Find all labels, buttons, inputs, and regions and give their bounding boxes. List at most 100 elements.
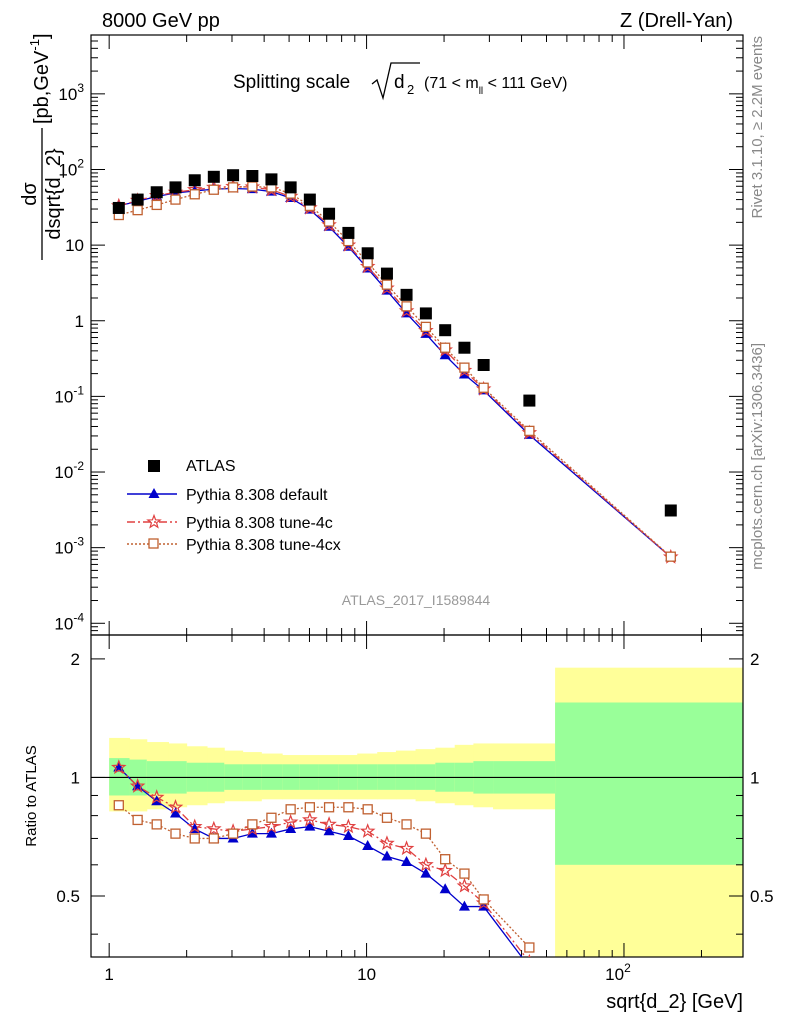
atlas-data-point	[265, 173, 278, 186]
main-series-point	[381, 279, 393, 290]
main-series-point	[439, 349, 451, 360]
ratio-series-point	[439, 883, 451, 894]
legend-tune4c-marker	[146, 513, 162, 529]
rivet-label: Rivet 3.1.10, ≥ 2.2M events	[749, 36, 766, 219]
y-tick-label-base: 10	[54, 614, 73, 633]
mcplots-label: mcplots.cern.ch [arXiv:1306.3436]	[749, 343, 766, 570]
ratio-series-point	[227, 828, 239, 839]
ratio-series-point	[169, 807, 181, 818]
y-tick-label-main: 10-4	[54, 610, 84, 633]
x-tick-label: 1	[104, 965, 113, 984]
plot-title-cut: (71 < mll < 111 GeV)	[424, 75, 567, 97]
y-tick-label-ratio-left: 0.5	[56, 887, 80, 906]
main-series-point	[170, 194, 181, 205]
ratio-series-point	[359, 823, 376, 838]
main-series-point	[247, 181, 258, 192]
y-tick-label-base: 10	[58, 85, 77, 104]
ratio-series-point	[205, 820, 222, 836]
y-tick-label-ratio-right: 1	[750, 768, 759, 787]
ratio-series-point	[343, 802, 354, 813]
main-plot-data	[110, 169, 679, 564]
y-tick-label-main: 10-2	[54, 459, 84, 482]
main-series-point	[459, 362, 470, 373]
plot-title-main: Splitting scale	[233, 72, 350, 93]
atlas-data-point	[169, 181, 182, 194]
y-tick-label-exp: -1	[73, 383, 84, 397]
y-tick-label-main: 1	[75, 312, 84, 331]
ratio-series-point	[148, 789, 165, 805]
ratio-series-point	[321, 816, 337, 832]
ratio-series-point	[440, 854, 451, 865]
ratio-series-point	[167, 799, 184, 814]
plot-title-sqrt-sub: 2	[407, 82, 414, 97]
ratio-series-point	[189, 822, 201, 833]
x-tick-label-base: 10	[605, 965, 624, 984]
y-tick-label-ratio-left: 2	[71, 650, 80, 669]
y-tick-label-exp: 2	[77, 156, 84, 170]
atlas-data-point	[342, 226, 355, 239]
main-series-point	[227, 182, 239, 193]
atlas-data-point	[477, 358, 490, 371]
main-series-point	[132, 204, 143, 216]
sqrt-sign	[371, 62, 420, 101]
ratio-series-point	[129, 778, 146, 793]
ratio-series-point	[302, 811, 318, 827]
ratio-series-point	[456, 877, 473, 893]
legend-tune4cx-label: Pythia 8.308 tune-4cx	[186, 537, 341, 554]
ratio-uncertainty-bands	[91, 667, 743, 957]
ratio-series-point	[132, 814, 143, 826]
plot-title-cut-prefix: (71 < m	[424, 75, 479, 92]
y-tick-label-main: 102	[58, 156, 84, 179]
ratio-series-point	[524, 961, 535, 971]
ratio-series-point	[437, 862, 453, 878]
plot-title: Splitting scale d 2 (71 < mll < 111 GeV)	[233, 62, 567, 101]
ratio-series-point	[524, 942, 535, 953]
atlas-data-point	[188, 174, 201, 187]
ratio-series-point	[304, 820, 316, 831]
ratio-series-point	[113, 800, 124, 811]
atlas-data-point	[207, 170, 220, 183]
ratio-series-point	[263, 818, 280, 834]
y-label-numerator: dσ	[19, 182, 41, 206]
y-tick-label-exp: 3	[77, 81, 84, 95]
atlas-data-point	[323, 207, 336, 220]
atlas-data-point	[284, 181, 297, 194]
y-tick-label-main: 10-1	[54, 383, 84, 406]
ratio-series-point	[381, 850, 393, 861]
ratio-series-point	[323, 802, 335, 813]
y-tick-label-ratio-left: 1	[71, 768, 80, 787]
ratio-series-point	[342, 830, 354, 841]
atlas-data-point	[400, 288, 413, 301]
main-series-point	[440, 342, 451, 353]
main-series-line	[118, 187, 672, 558]
x-tick-label: 10	[357, 965, 376, 984]
header-left: 8000 GeV pp	[102, 10, 220, 32]
legend-tune4c-label: Pythia 8.308 tune-4c	[186, 515, 333, 532]
main-series-point	[208, 184, 219, 195]
atlas-data-point	[112, 201, 125, 214]
x-tick-label: 102	[605, 961, 631, 984]
y-tick-label-base: 10	[58, 160, 77, 179]
ratio-series-point	[340, 818, 357, 834]
y-axis-label-main: dσ dsqrt{d_2} [pb,GeV-1]	[19, 33, 65, 260]
ratio-series-point	[266, 812, 277, 823]
ratio-series-point	[304, 802, 315, 813]
band-inner	[555, 702, 743, 865]
ratio-series-point	[170, 828, 181, 839]
y-label-units-close: ]	[31, 33, 53, 39]
main-series-point	[362, 257, 373, 268]
plot-title-cut-sub: ll	[479, 86, 483, 97]
y-tick-label-ratio-right: 2	[750, 650, 759, 669]
main-series-point	[420, 321, 432, 333]
legend-atlas-marker	[148, 460, 160, 472]
plot-title-sqrt-var: d	[394, 72, 405, 93]
y-label-units: [pb,GeV-1]	[27, 33, 53, 124]
ratio-series-point	[186, 818, 203, 834]
ratio-series-point	[189, 833, 200, 844]
main-series-line	[118, 185, 672, 558]
ratio-series-point	[208, 833, 219, 844]
main-series-point	[189, 189, 200, 200]
y-label-units-exp: -1	[27, 39, 42, 51]
atlas-data-point	[361, 247, 374, 260]
